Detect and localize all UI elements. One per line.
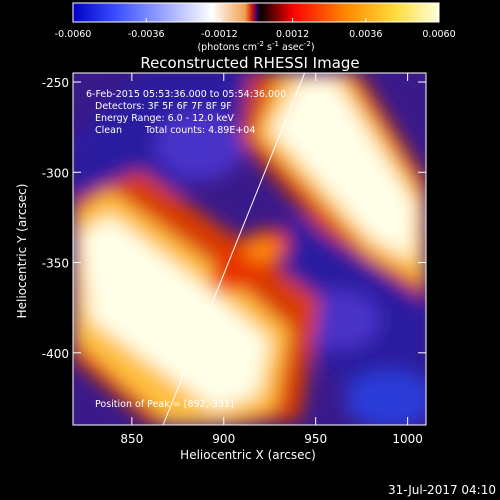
y-axis-label: Heliocentric Y (arcsec) [15, 184, 29, 319]
annotation-peak: Position of Peak = [892,-331] [95, 399, 234, 410]
x-tick-label: 1000 [392, 432, 423, 446]
y-tick-label: -400 [42, 347, 69, 361]
x-tick-label: 850 [120, 432, 143, 446]
y-tick-label: -250 [42, 76, 69, 90]
colorbar-gradient [73, 3, 439, 22]
annotation-energy: Energy Range: 6.0 - 12.0 keV [95, 113, 234, 124]
x-tick-label: 950 [304, 432, 327, 446]
plot-frame [72, 72, 427, 426]
colorbar-tick-label: 0.0060 [422, 29, 455, 40]
footer-date: 31-Jul-2017 04:10 [388, 483, 496, 497]
x-tick-label: 900 [212, 432, 235, 446]
annotation-detectors: Detectors: 3F 5F 6F 7F 8F 9F [95, 101, 232, 112]
colorbar: -0.0060 -0.0036 -0.0012 0.0012 0.0036 0.0060 … [55, 2, 456, 53]
heatmap [73, 73, 426, 425]
x-axis-label: Heliocentric X (arcsec) [180, 448, 316, 462]
colorbar-tick-label: 0.0036 [349, 29, 382, 40]
y-tick-label: -350 [42, 257, 69, 271]
heatmap-trough [345, 370, 426, 425]
axes: 850 900 950 1000 -250 -300 -350 -400 [42, 73, 426, 446]
annotation-counts: Total counts: 4.89E+04 [144, 125, 255, 136]
heatmap-trough [155, 110, 245, 180]
colorbar-frame [72, 2, 440, 23]
heatmap-trough [300, 290, 380, 350]
colorbar-tick-label: 0.0012 [276, 29, 309, 40]
y-tick-label: -300 [42, 166, 69, 180]
colorbar-units: (photons cm-2 s-1 asec-2) [197, 40, 314, 53]
annotations: 6-Feb-2015 05:53:36.000 to 05:54:36.000 … [86, 89, 286, 410]
annotation-method: Clean [95, 125, 122, 136]
colorbar-tick-label: -0.0012 [201, 29, 238, 40]
colorbar-tick-label: -0.0036 [128, 29, 165, 40]
chart-title: Reconstructed RHESSI Image [140, 54, 359, 72]
colorbar-tick-label: -0.0060 [55, 29, 92, 40]
colorbar-ticks: -0.0060 -0.0036 -0.0012 0.0012 0.0036 0.0060 [55, 18, 456, 40]
heatmap-core [270, 80, 415, 260]
solar-limb-line [162, 72, 306, 426]
annotation-time-range: 6-Feb-2015 05:53:36.000 to 05:54:36.000 [86, 89, 286, 100]
heatmap-bridge-core [244, 238, 280, 262]
heatmap-core [80, 215, 270, 410]
